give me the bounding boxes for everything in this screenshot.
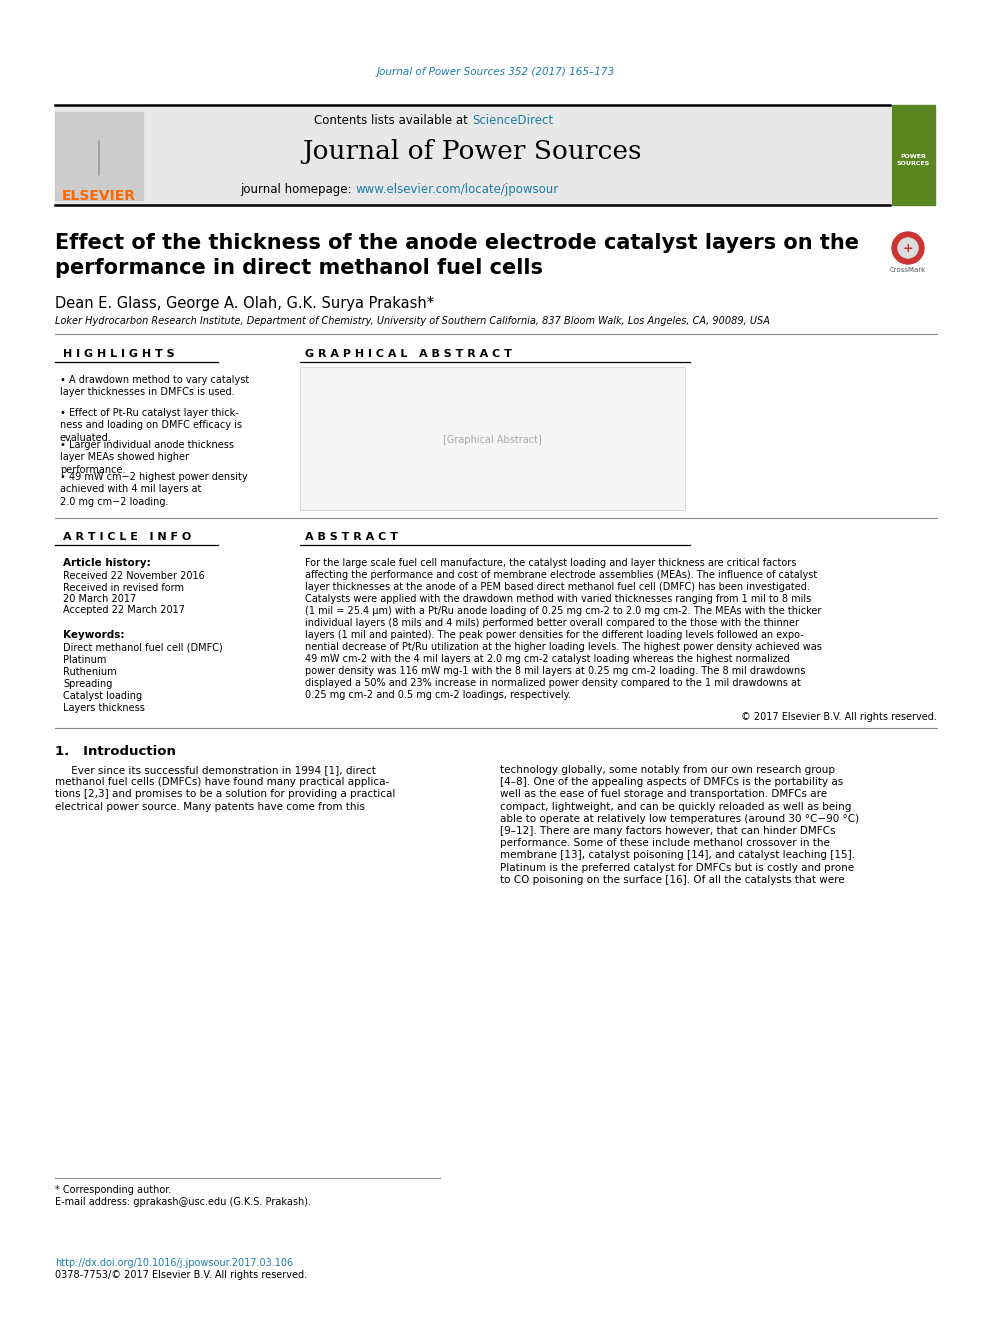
Text: Direct methanol fuel cell (DMFC): Direct methanol fuel cell (DMFC) [63,643,223,654]
Text: Journal of Power Sources 352 (2017) 165–173: Journal of Power Sources 352 (2017) 165–… [377,67,615,77]
Text: For the large scale fuel cell manufacture, the catalyst loading and layer thickn: For the large scale fuel cell manufactur… [305,558,797,568]
Bar [300,366,685,509]
Text: Ever since its successful demonstration in 1994 [1], direct: Ever since its successful demonstration … [55,765,376,775]
Text: POWER
SOURCES: POWER SOURCES [897,155,930,165]
Text: journal homepage:: journal homepage: [240,184,355,197]
Text: Accepted 22 March 2017: Accepted 22 March 2017 [63,605,185,615]
Text: Received in revised form: Received in revised form [63,583,184,593]
Text: * Corresponding author.: * Corresponding author. [55,1185,172,1195]
Text: compact, lightweight, and can be quickly reloaded as well as being: compact, lightweight, and can be quickly… [500,802,851,811]
Text: Received 22 November 2016: Received 22 November 2016 [63,572,204,581]
Text: Ruthenium: Ruthenium [63,667,117,677]
Text: • A drawdown method to vary catalyst
layer thicknesses in DMFCs is used.: • A drawdown method to vary catalyst lay… [60,374,249,397]
Bar [55,112,143,200]
Text: ELSEVIER: ELSEVIER [62,189,136,202]
Text: 1.   Introduction: 1. Introduction [55,745,176,758]
Text: [Graphical Abstract]: [Graphical Abstract] [442,435,542,445]
Text: Catalysts were applied with the drawdown method with varied thicknesses ranging : Catalysts were applied with the drawdown… [305,594,811,605]
Text: Layers thickness: Layers thickness [63,703,145,713]
Text: E-mail address: gprakash@usc.edu (G.K.S. Prakash).: E-mail address: gprakash@usc.edu (G.K.S.… [55,1197,311,1207]
Text: electrical power source. Many patents have come from this: electrical power source. Many patents ha… [55,802,365,811]
Text: • 49 mW cm−2 highest power density
achieved with 4 mil layers at
2.0 mg cm−2 loa: • 49 mW cm−2 highest power density achie… [60,472,248,507]
Text: technology globally, some notably from our own research group: technology globally, some notably from o… [500,765,835,775]
Text: 0.25 mg cm-2 and 0.5 mg cm-2 loadings, respectively.: 0.25 mg cm-2 and 0.5 mg cm-2 loadings, r… [305,691,571,700]
Text: tions [2,3] and promises to be a solution for providing a practical: tions [2,3] and promises to be a solutio… [55,790,396,799]
Text: able to operate at relatively low temperatures (around 30 °C−90 °C): able to operate at relatively low temper… [500,814,859,824]
Text: • Effect of Pt-Ru catalyst layer thick-
ness and loading on DMFC efficacy is
eva: • Effect of Pt-Ru catalyst layer thick- … [60,407,242,443]
Text: to CO poisoning on the surface [16]. Of all the catalysts that were: to CO poisoning on the surface [16]. Of … [500,875,844,885]
Text: well as the ease of fuel storage and transportation. DMFCs are: well as the ease of fuel storage and tra… [500,790,827,799]
Text: www.elsevier.com/locate/jpowsour: www.elsevier.com/locate/jpowsour [355,184,558,197]
Text: layer thicknesses at the anode of a PEM based direct methanol fuel cell (DMFC) h: layer thicknesses at the anode of a PEM … [305,582,809,591]
Text: http://dx.doi.org/10.1016/j.jpowsour.2017.03.106: http://dx.doi.org/10.1016/j.jpowsour.201… [55,1258,293,1267]
Text: G R A P H I C A L   A B S T R A C T: G R A P H I C A L A B S T R A C T [305,349,512,359]
Text: H I G H L I G H T S: H I G H L I G H T S [63,349,175,359]
Text: • Larger individual anode thickness
layer MEAs showed higher
performance.: • Larger individual anode thickness laye… [60,441,234,475]
Circle shape [892,232,924,265]
Bar [892,105,935,205]
Text: +: + [903,242,914,254]
Text: affecting the performance and cost of membrane electrode assemblies (MEAs). The : affecting the performance and cost of me… [305,570,817,579]
Bar [55,105,890,205]
Text: [4–8]. One of the appealing aspects of DMFCs is the portability as: [4–8]. One of the appealing aspects of D… [500,777,843,787]
Text: Keywords:: Keywords: [63,630,125,640]
Text: Loker Hydrocarbon Research Institute, Department of Chemistry, University of Sou: Loker Hydrocarbon Research Institute, De… [55,316,770,325]
Text: Spreading: Spreading [63,679,112,689]
Text: © 2017 Elsevier B.V. All rights reserved.: © 2017 Elsevier B.V. All rights reserved… [741,712,937,722]
Text: 49 mW cm-2 with the 4 mil layers at 2.0 mg cm-2 catalyst loading whereas the hig: 49 mW cm-2 with the 4 mil layers at 2.0 … [305,654,790,664]
Text: Platinum: Platinum [63,655,106,665]
Text: Effect of the thickness of the anode electrode catalyst layers on the
performanc: Effect of the thickness of the anode ele… [55,233,859,278]
Text: CrossMark: CrossMark [890,267,927,273]
Text: Platinum is the preferred catalyst for DMFCs but is costly and prone: Platinum is the preferred catalyst for D… [500,863,854,873]
Text: (1 mil = 25.4 μm) with a Pt/Ru anode loading of 0.25 mg cm-2 to 2.0 mg cm-2. The: (1 mil = 25.4 μm) with a Pt/Ru anode loa… [305,606,821,617]
Text: A R T I C L E   I N F O: A R T I C L E I N F O [63,532,191,542]
Text: layers (1 mil and painted). The peak power densities for the different loading l: layers (1 mil and painted). The peak pow… [305,630,804,640]
Text: 20 March 2017: 20 March 2017 [63,594,136,605]
Circle shape [898,238,918,258]
Text: Contents lists available at: Contents lists available at [314,114,472,127]
Text: individual layers (8 mils and 4 mils) performed better overall compared to the t: individual layers (8 mils and 4 mils) pe… [305,618,799,628]
Text: performance. Some of these include methanol crossover in the: performance. Some of these include metha… [500,839,830,848]
Text: 0378-7753/© 2017 Elsevier B.V. All rights reserved.: 0378-7753/© 2017 Elsevier B.V. All right… [55,1270,308,1279]
Text: membrane [13], catalyst poisoning [14], and catalyst leaching [15].: membrane [13], catalyst poisoning [14], … [500,851,855,860]
Text: Article history:: Article history: [63,558,151,568]
Text: Catalyst loading: Catalyst loading [63,691,142,701]
Text: [9–12]. There are many factors however, that can hinder DMFCs: [9–12]. There are many factors however, … [500,826,835,836]
Text: Dean E. Glass, George A. Olah, G.K. Surya Prakash*: Dean E. Glass, George A. Olah, G.K. Sury… [55,296,434,311]
Text: power density was 116 mW mg-1 with the 8 mil layers at 0.25 mg cm-2 loading. The: power density was 116 mW mg-1 with the 8… [305,665,806,676]
Text: ScienceDirect: ScienceDirect [472,114,554,127]
Text: methanol fuel cells (DMFCs) have found many practical applica-: methanol fuel cells (DMFCs) have found m… [55,777,389,787]
Text: nential decrease of Pt/Ru utilization at the higher loading levels. The highest : nential decrease of Pt/Ru utilization at… [305,642,822,652]
Text: Journal of Power Sources: Journal of Power Sources [303,139,642,164]
Text: A B S T R A C T: A B S T R A C T [305,532,398,542]
Text: displayed a 50% and 23% increase in normalized power density compared to the 1 m: displayed a 50% and 23% increase in norm… [305,677,801,688]
